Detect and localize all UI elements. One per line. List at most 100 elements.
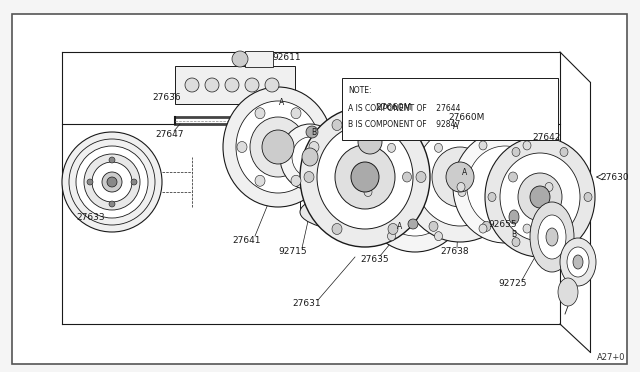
Ellipse shape	[62, 132, 162, 232]
Bar	[245, 51, 273, 67]
Ellipse shape	[446, 162, 474, 192]
Ellipse shape	[255, 175, 265, 186]
Ellipse shape	[364, 187, 372, 196]
Text: B: B	[511, 230, 516, 238]
Text: NOTE:: NOTE:	[348, 86, 371, 94]
Ellipse shape	[479, 141, 487, 150]
Ellipse shape	[509, 172, 518, 182]
Ellipse shape	[360, 132, 470, 252]
Text: 92715: 92715	[278, 247, 307, 257]
Ellipse shape	[185, 78, 199, 92]
Ellipse shape	[76, 146, 148, 218]
Ellipse shape	[351, 162, 379, 192]
Ellipse shape	[205, 78, 219, 92]
Ellipse shape	[280, 124, 340, 190]
Text: 27660M: 27660M	[448, 112, 484, 122]
Ellipse shape	[245, 78, 259, 92]
Ellipse shape	[332, 224, 342, 234]
Ellipse shape	[584, 192, 592, 202]
Ellipse shape	[457, 183, 465, 192]
Text: A: A	[397, 221, 403, 231]
Ellipse shape	[317, 125, 413, 229]
Ellipse shape	[429, 123, 438, 133]
Text: B IS COMPONENT OF    92847: B IS COMPONENT OF 92847	[348, 119, 460, 128]
Ellipse shape	[387, 232, 396, 241]
Ellipse shape	[250, 117, 306, 177]
Ellipse shape	[237, 141, 247, 153]
Ellipse shape	[358, 130, 382, 154]
Text: B: B	[312, 128, 317, 137]
Ellipse shape	[523, 141, 531, 150]
Ellipse shape	[415, 128, 505, 226]
Ellipse shape	[558, 278, 578, 306]
Ellipse shape	[509, 210, 519, 224]
Ellipse shape	[518, 173, 562, 221]
Text: 27631: 27631	[292, 299, 321, 308]
Ellipse shape	[512, 147, 520, 157]
Ellipse shape	[232, 51, 248, 67]
Ellipse shape	[488, 192, 496, 202]
Ellipse shape	[304, 171, 314, 183]
Ellipse shape	[332, 119, 342, 131]
Ellipse shape	[335, 145, 395, 209]
Ellipse shape	[435, 232, 442, 241]
Ellipse shape	[416, 171, 426, 183]
Text: A IS COMPONENT OF    27644: A IS COMPONENT OF 27644	[348, 103, 461, 112]
Ellipse shape	[291, 175, 301, 186]
Text: 92725: 92725	[498, 279, 527, 289]
Ellipse shape	[482, 221, 491, 231]
Ellipse shape	[131, 179, 137, 185]
Ellipse shape	[458, 187, 466, 196]
Ellipse shape	[560, 238, 596, 286]
Ellipse shape	[573, 255, 583, 269]
Text: 27647: 27647	[155, 129, 184, 138]
Ellipse shape	[454, 124, 470, 140]
Ellipse shape	[560, 147, 568, 157]
Ellipse shape	[387, 143, 396, 152]
Ellipse shape	[546, 228, 558, 246]
Ellipse shape	[265, 78, 279, 92]
Bar	[175, 66, 295, 104]
Ellipse shape	[92, 162, 132, 202]
Ellipse shape	[545, 183, 553, 192]
Ellipse shape	[479, 224, 487, 233]
Text: 92611: 92611	[272, 52, 301, 61]
Ellipse shape	[538, 215, 566, 259]
Ellipse shape	[300, 107, 430, 247]
Ellipse shape	[309, 141, 319, 153]
Ellipse shape	[429, 221, 438, 231]
Ellipse shape	[567, 247, 589, 277]
Ellipse shape	[225, 78, 239, 92]
Ellipse shape	[300, 192, 430, 232]
Ellipse shape	[102, 172, 122, 192]
Ellipse shape	[236, 101, 320, 193]
Ellipse shape	[255, 108, 265, 119]
Ellipse shape	[432, 147, 488, 207]
Ellipse shape	[523, 224, 531, 233]
Ellipse shape	[467, 146, 543, 228]
Text: A: A	[453, 122, 459, 131]
Ellipse shape	[306, 126, 318, 138]
Ellipse shape	[403, 172, 412, 182]
Ellipse shape	[388, 224, 398, 234]
Ellipse shape	[107, 177, 117, 187]
Text: 27635: 27635	[360, 256, 388, 264]
Ellipse shape	[109, 157, 115, 163]
Ellipse shape	[400, 112, 520, 242]
Text: 27660M: 27660M	[375, 103, 412, 112]
Text: 92655: 92655	[488, 219, 516, 228]
Text: 27633: 27633	[76, 212, 104, 221]
Ellipse shape	[487, 167, 523, 207]
Ellipse shape	[408, 219, 418, 229]
Text: 27641: 27641	[232, 235, 260, 244]
Ellipse shape	[500, 153, 580, 241]
Ellipse shape	[292, 137, 328, 177]
Ellipse shape	[84, 154, 140, 210]
Text: A27+0: A27+0	[596, 353, 625, 362]
Ellipse shape	[560, 238, 568, 247]
Ellipse shape	[512, 238, 520, 247]
Ellipse shape	[223, 87, 333, 207]
Ellipse shape	[262, 130, 294, 164]
Text: A: A	[280, 97, 285, 106]
Ellipse shape	[375, 148, 455, 236]
